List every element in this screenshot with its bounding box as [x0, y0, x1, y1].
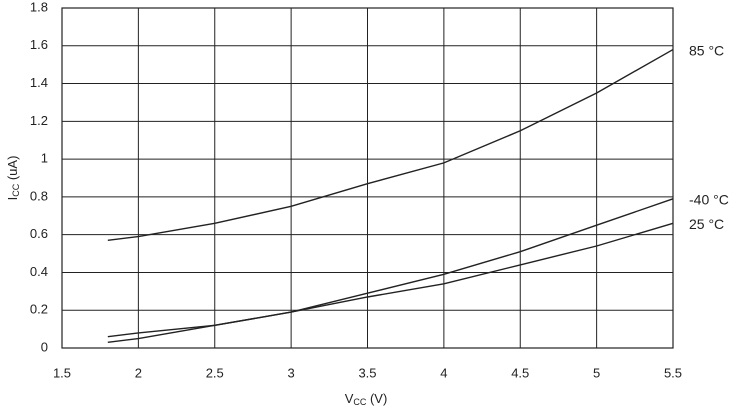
y-tick-label: 1.6 [30, 37, 48, 52]
y-tick-label: 0 [41, 339, 48, 354]
x-tick-label: 5.5 [664, 365, 682, 380]
x-tick-label: 5 [593, 365, 600, 380]
x-tick-label: 3 [288, 365, 295, 380]
y-tick-label: 0.8 [30, 188, 48, 203]
x-tick-label: 1.5 [53, 365, 71, 380]
x-tick-label: 2.5 [206, 365, 224, 380]
series-label: 85 °C [689, 42, 724, 58]
y-label-sub: CC [11, 183, 21, 196]
data-line [107, 222, 674, 344]
x-tick-label: 3.5 [358, 365, 376, 380]
y-tick-label: 1.4 [30, 75, 48, 90]
x-label-main: V [345, 391, 354, 406]
data-line [107, 48, 674, 242]
x-label-sub: CC [353, 397, 366, 407]
series-label: 25 °C [689, 216, 724, 232]
plot-frame [61, 7, 674, 349]
y-tick-label: 0.4 [30, 264, 48, 279]
x-axis-label: VCC (V) [345, 391, 388, 407]
y-tick-label: 1 [41, 151, 48, 166]
x-tick-label: 4 [440, 365, 447, 380]
series-label: -40 °C [689, 191, 729, 207]
y-label-main: I [5, 197, 20, 201]
y-tick-label: 1.8 [30, 0, 48, 14]
x-tick-label: 4.5 [511, 365, 529, 380]
data-line [107, 198, 674, 338]
y-tick-label: 0.2 [30, 302, 48, 317]
x-label-rest: (V) [366, 391, 387, 406]
y-tick-label: 1.2 [30, 113, 48, 128]
y-label-rest: (uA) [5, 156, 20, 184]
y-axis-label: ICC (uA) [5, 156, 21, 201]
y-tick-label: 0.6 [30, 226, 48, 241]
x-tick-label: 2 [135, 365, 142, 380]
